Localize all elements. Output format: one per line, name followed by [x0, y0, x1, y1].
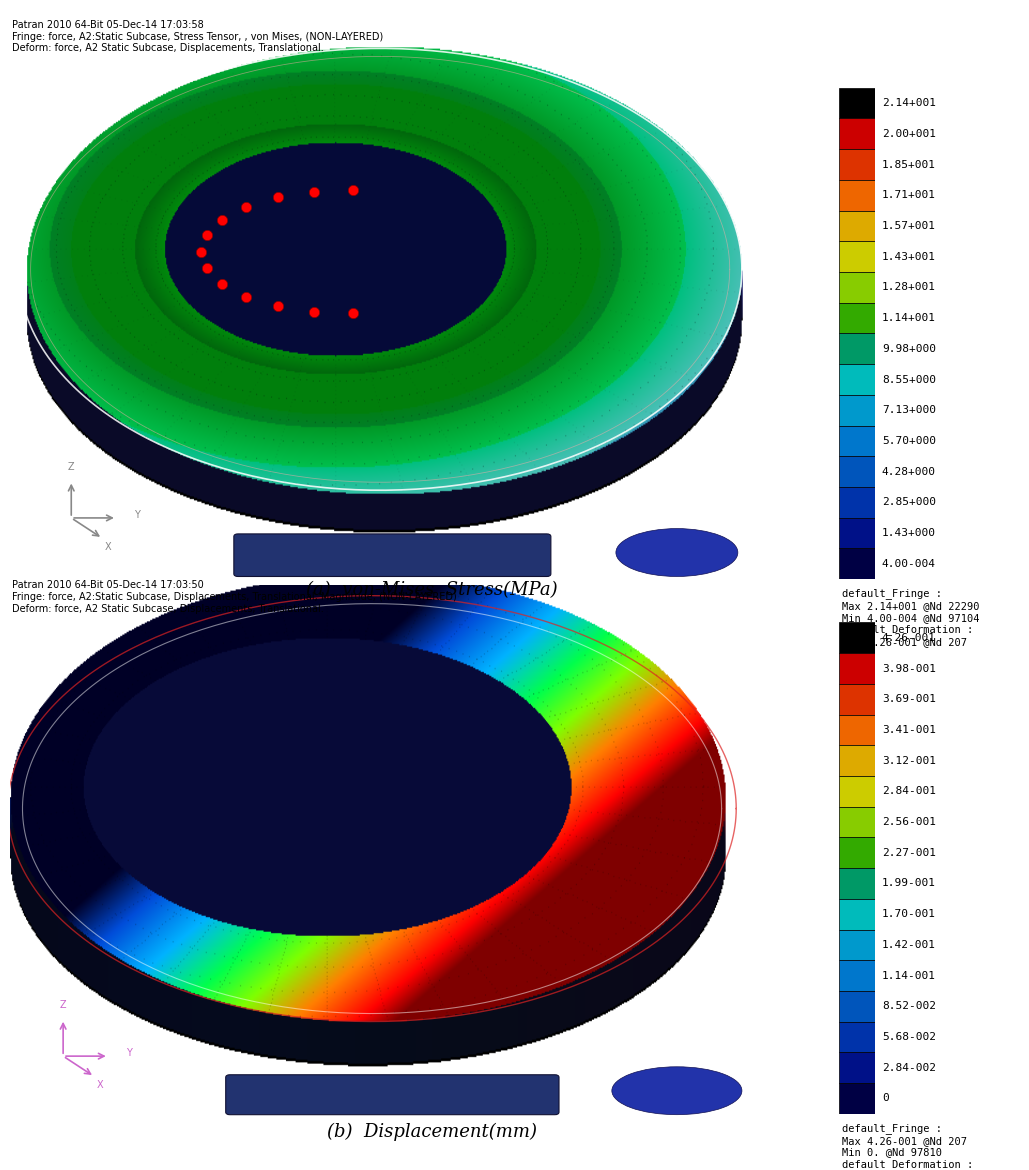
- Text: 8.55+000: 8.55+000: [882, 374, 935, 385]
- Text: 7.13+000: 7.13+000: [882, 405, 935, 415]
- Point: [270, 188, 286, 207]
- Bar: [839, 929, 875, 961]
- Text: default_Fringe :
Max 2.14+001 @Nd 22290
Min 4.00-004 @Nd 97104
default_Deformati: default_Fringe : Max 2.14+001 @Nd 22290 …: [842, 589, 980, 647]
- Text: 1.28+001: 1.28+001: [882, 282, 935, 292]
- Bar: [839, 961, 875, 991]
- Bar: [839, 118, 875, 149]
- Text: 2.84-001: 2.84-001: [882, 786, 935, 797]
- Point: [306, 183, 322, 201]
- Bar: [839, 241, 875, 271]
- Bar: [839, 622, 875, 653]
- Text: 2.00+001: 2.00+001: [882, 129, 935, 139]
- Text: 0: 0: [882, 1094, 889, 1103]
- Bar: [839, 456, 875, 487]
- Text: 1.14-001: 1.14-001: [882, 971, 935, 980]
- Bar: [839, 88, 875, 118]
- Text: 1.71+001: 1.71+001: [882, 191, 935, 200]
- Bar: [839, 715, 875, 745]
- FancyBboxPatch shape: [234, 534, 551, 577]
- Text: 5.68-002: 5.68-002: [882, 1032, 935, 1042]
- Bar: [839, 364, 875, 395]
- Text: default_Fringe :
Max 4.26-001 @Nd 207
Min 0. @Nd 97810
default_Deformation :
Max: default_Fringe : Max 4.26-001 @Nd 207 Mi…: [842, 1123, 973, 1170]
- Text: Deform: force, A2 Static Subcase, Displacements, Translational.: Deform: force, A2 Static Subcase, Displa…: [12, 604, 324, 614]
- Text: 5.70+000: 5.70+000: [882, 436, 935, 446]
- Text: 3.41-001: 3.41-001: [882, 725, 935, 735]
- Bar: [839, 776, 875, 807]
- Text: Z: Z: [68, 462, 74, 472]
- Bar: [839, 211, 875, 241]
- Text: 3.69-001: 3.69-001: [882, 694, 935, 704]
- Point: [199, 226, 215, 245]
- Bar: [839, 487, 875, 517]
- Ellipse shape: [616, 529, 738, 577]
- Text: Z: Z: [60, 1000, 67, 1010]
- Bar: [839, 838, 875, 868]
- Text: 1.57+001: 1.57+001: [882, 221, 935, 230]
- Text: 1.43+001: 1.43+001: [882, 252, 935, 262]
- Bar: [839, 150, 875, 180]
- Text: Fringe: force, A2:Static Subcase, Stress Tensor, , von Mises, (NON-LAYERED): Fringe: force, A2:Static Subcase, Stress…: [12, 32, 384, 42]
- Bar: [839, 395, 875, 426]
- Text: 9.98+000: 9.98+000: [882, 344, 935, 353]
- Text: 8.52-002: 8.52-002: [882, 1002, 935, 1011]
- Text: 1.14+001: 1.14+001: [882, 314, 935, 323]
- Text: 2.84-002: 2.84-002: [882, 1062, 935, 1073]
- Bar: [839, 303, 875, 333]
- Text: 1.43+000: 1.43+000: [882, 528, 935, 538]
- Text: 2.56-001: 2.56-001: [882, 817, 935, 827]
- Text: 1.42-001: 1.42-001: [882, 940, 935, 950]
- Bar: [839, 517, 875, 549]
- Text: 1.99-001: 1.99-001: [882, 879, 935, 888]
- Point: [193, 242, 210, 261]
- Text: Deform: force, A2 Static Subcase, Displacements, Translational.: Deform: force, A2 Static Subcase, Displa…: [12, 43, 324, 54]
- Text: (b)  Displacement(mm): (b) Displacement(mm): [327, 1123, 537, 1142]
- Text: 4.28+000: 4.28+000: [882, 467, 935, 476]
- Text: 4.26-001: 4.26-001: [882, 633, 935, 642]
- Bar: [839, 333, 875, 364]
- Text: 3.12-001: 3.12-001: [882, 756, 935, 765]
- Text: Fringe: force, A2:Static Subcase, Displacements, Translational, Magnitude, (NON-: Fringe: force, A2:Static Subcase, Displa…: [12, 592, 457, 603]
- Bar: [839, 683, 875, 715]
- Text: X: X: [97, 1080, 104, 1090]
- Point: [214, 274, 230, 292]
- Bar: [839, 1083, 875, 1114]
- Point: [238, 198, 254, 216]
- Bar: [839, 868, 875, 899]
- Bar: [839, 991, 875, 1021]
- Point: [345, 304, 361, 323]
- Text: Patran 2010 64-Bit 05-Dec-14 17:03:50: Patran 2010 64-Bit 05-Dec-14 17:03:50: [12, 580, 204, 591]
- Bar: [839, 180, 875, 211]
- Bar: [839, 426, 875, 456]
- Text: 1.70-001: 1.70-001: [882, 909, 935, 920]
- Bar: [839, 271, 875, 303]
- Text: Patran 2010 64-Bit 05-Dec-14 17:03:58: Patran 2010 64-Bit 05-Dec-14 17:03:58: [12, 20, 204, 30]
- Point: [270, 297, 286, 316]
- Text: Y: Y: [126, 1048, 132, 1058]
- Point: [306, 303, 322, 322]
- Bar: [839, 899, 875, 929]
- Bar: [839, 549, 875, 579]
- Text: 2.85+000: 2.85+000: [882, 497, 935, 508]
- FancyBboxPatch shape: [225, 1075, 559, 1115]
- Point: [199, 259, 215, 277]
- Text: 2.27-001: 2.27-001: [882, 848, 935, 858]
- Text: 2.14+001: 2.14+001: [882, 98, 935, 108]
- Ellipse shape: [612, 1067, 742, 1115]
- Bar: [839, 1053, 875, 1083]
- Text: 4.00-004: 4.00-004: [882, 559, 935, 569]
- Text: Y: Y: [134, 510, 140, 519]
- Text: 3.98-001: 3.98-001: [882, 663, 935, 674]
- Point: [214, 211, 230, 229]
- Point: [345, 181, 361, 200]
- Bar: [839, 807, 875, 838]
- Bar: [839, 653, 875, 683]
- Bar: [839, 1021, 875, 1053]
- Bar: [839, 745, 875, 776]
- Text: (a)  von-Mises  Stress(MPa): (a) von-Mises Stress(MPa): [307, 581, 558, 599]
- Point: [238, 287, 254, 305]
- Text: 1.85+001: 1.85+001: [882, 159, 935, 170]
- Text: X: X: [105, 542, 111, 552]
